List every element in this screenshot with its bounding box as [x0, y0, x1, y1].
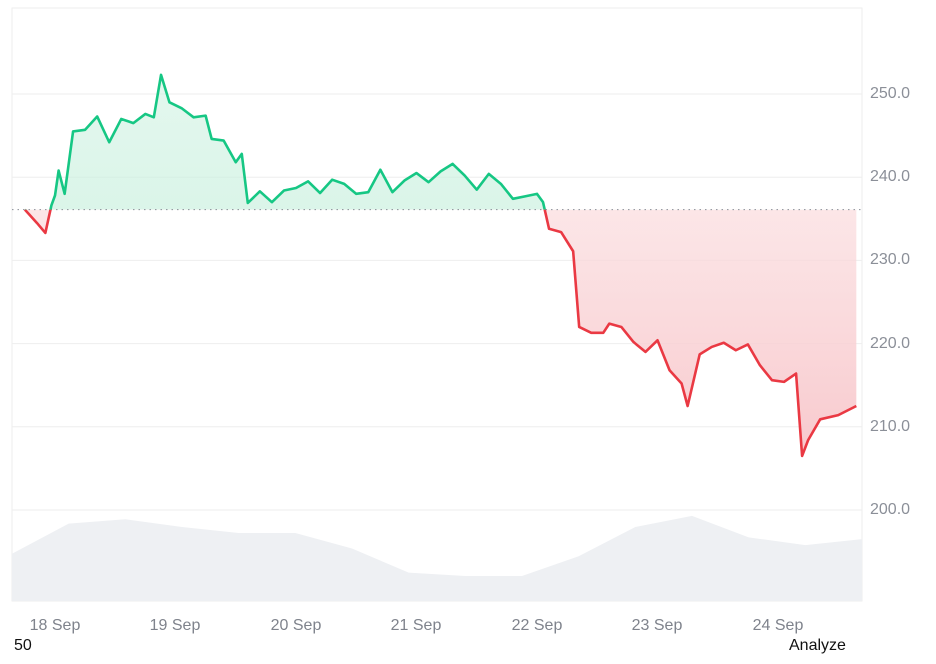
- y-axis-label: 200.0: [870, 501, 911, 518]
- analyze-link[interactable]: Analyze: [789, 637, 846, 654]
- x-axis-label: 22 Sep: [511, 617, 563, 634]
- price-line-up: [24, 73, 547, 210]
- footer-text: 50: [14, 637, 32, 654]
- x-axis-label: 24 Sep: [752, 617, 804, 634]
- y-axis-label: 210.0: [870, 418, 911, 435]
- x-axis-label: 23 Sep: [631, 617, 683, 634]
- x-axis-label: 19 Sep: [149, 617, 201, 634]
- y-axis-label: 250.0: [870, 85, 911, 102]
- y-axis-label: 240.0: [870, 168, 911, 185]
- price-line-down: [23, 209, 857, 458]
- x-axis-label: 18 Sep: [29, 617, 81, 634]
- up-fill-area: [50, 74, 545, 210]
- volume-area: [12, 515, 862, 601]
- x-axis-label: 21 Sep: [390, 617, 442, 634]
- y-axis-label: 220.0: [870, 335, 911, 352]
- down-fill-area: [24, 209, 857, 456]
- y-axis-label: 230.0: [870, 251, 911, 268]
- x-axis-label: 20 Sep: [270, 617, 322, 634]
